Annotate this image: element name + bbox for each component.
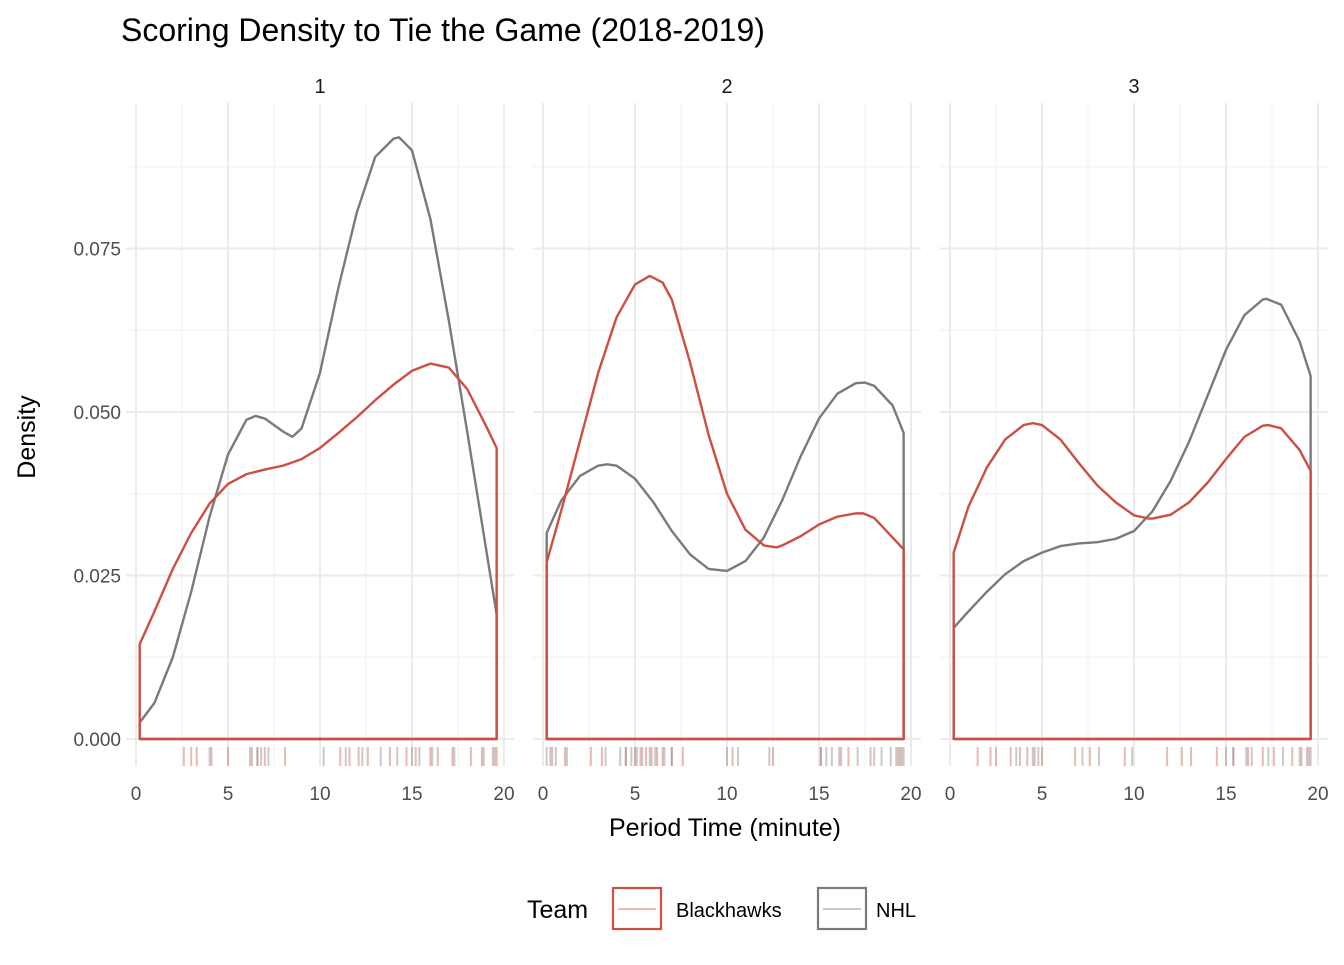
y-tick-label: 0.025	[73, 567, 121, 588]
legend-key-blackhawks	[611, 886, 663, 931]
y-axis-title: Density	[13, 395, 41, 479]
density-curve-nhl	[545, 381, 905, 741]
x-tick-label: 5	[1037, 784, 1048, 805]
x-tick-label: 0	[945, 784, 956, 805]
density-curve-nhl	[138, 136, 498, 741]
facet-strip-label: 1	[314, 76, 325, 98]
x-tick-label: 10	[1123, 784, 1144, 805]
chart-title: Scoring Density to Tie the Game (2018-20…	[121, 12, 765, 48]
density-curve-blackhawks	[138, 362, 498, 741]
density-curve-nhl	[952, 297, 1312, 741]
legend-label-nhl: NHL	[876, 900, 916, 922]
x-tick-label: 10	[309, 784, 330, 805]
x-tick-label: 10	[716, 784, 737, 805]
y-tick-label: 0.000	[73, 730, 121, 751]
legend-label-blackhawks: Blackhawks	[676, 900, 782, 922]
legend-title: Team	[527, 896, 588, 924]
x-tick-label: 5	[630, 784, 641, 805]
facet-strip-label: 2	[721, 76, 732, 98]
x-tick-label: 15	[1215, 784, 1236, 805]
x-tick-label: 0	[538, 784, 549, 805]
x-tick-label: 20	[493, 784, 514, 805]
x-axis-title: Period Time (minute)	[609, 814, 841, 842]
x-tick-label: 5	[223, 784, 234, 805]
x-tick-label: 0	[131, 784, 142, 805]
x-tick-label: 20	[1307, 784, 1328, 805]
facet-strip-label: 3	[1128, 76, 1139, 98]
density-curve-blackhawks	[545, 274, 905, 741]
x-tick-label: 15	[401, 784, 422, 805]
legend: Team Blackhawks NHL	[527, 886, 916, 931]
y-tick-label: 0.075	[73, 240, 121, 261]
x-tick-label: 15	[808, 784, 829, 805]
facet-panel-3: 3 0 5 10 15 20	[940, 76, 1329, 805]
facet-panel-2: 20 5 10 15 20	[533, 76, 922, 805]
x-tick-label: 20	[900, 784, 921, 805]
legend-key-nhl	[816, 886, 868, 931]
y-tick-label: 0.050	[73, 403, 121, 424]
density-curve-blackhawks	[952, 421, 1312, 741]
